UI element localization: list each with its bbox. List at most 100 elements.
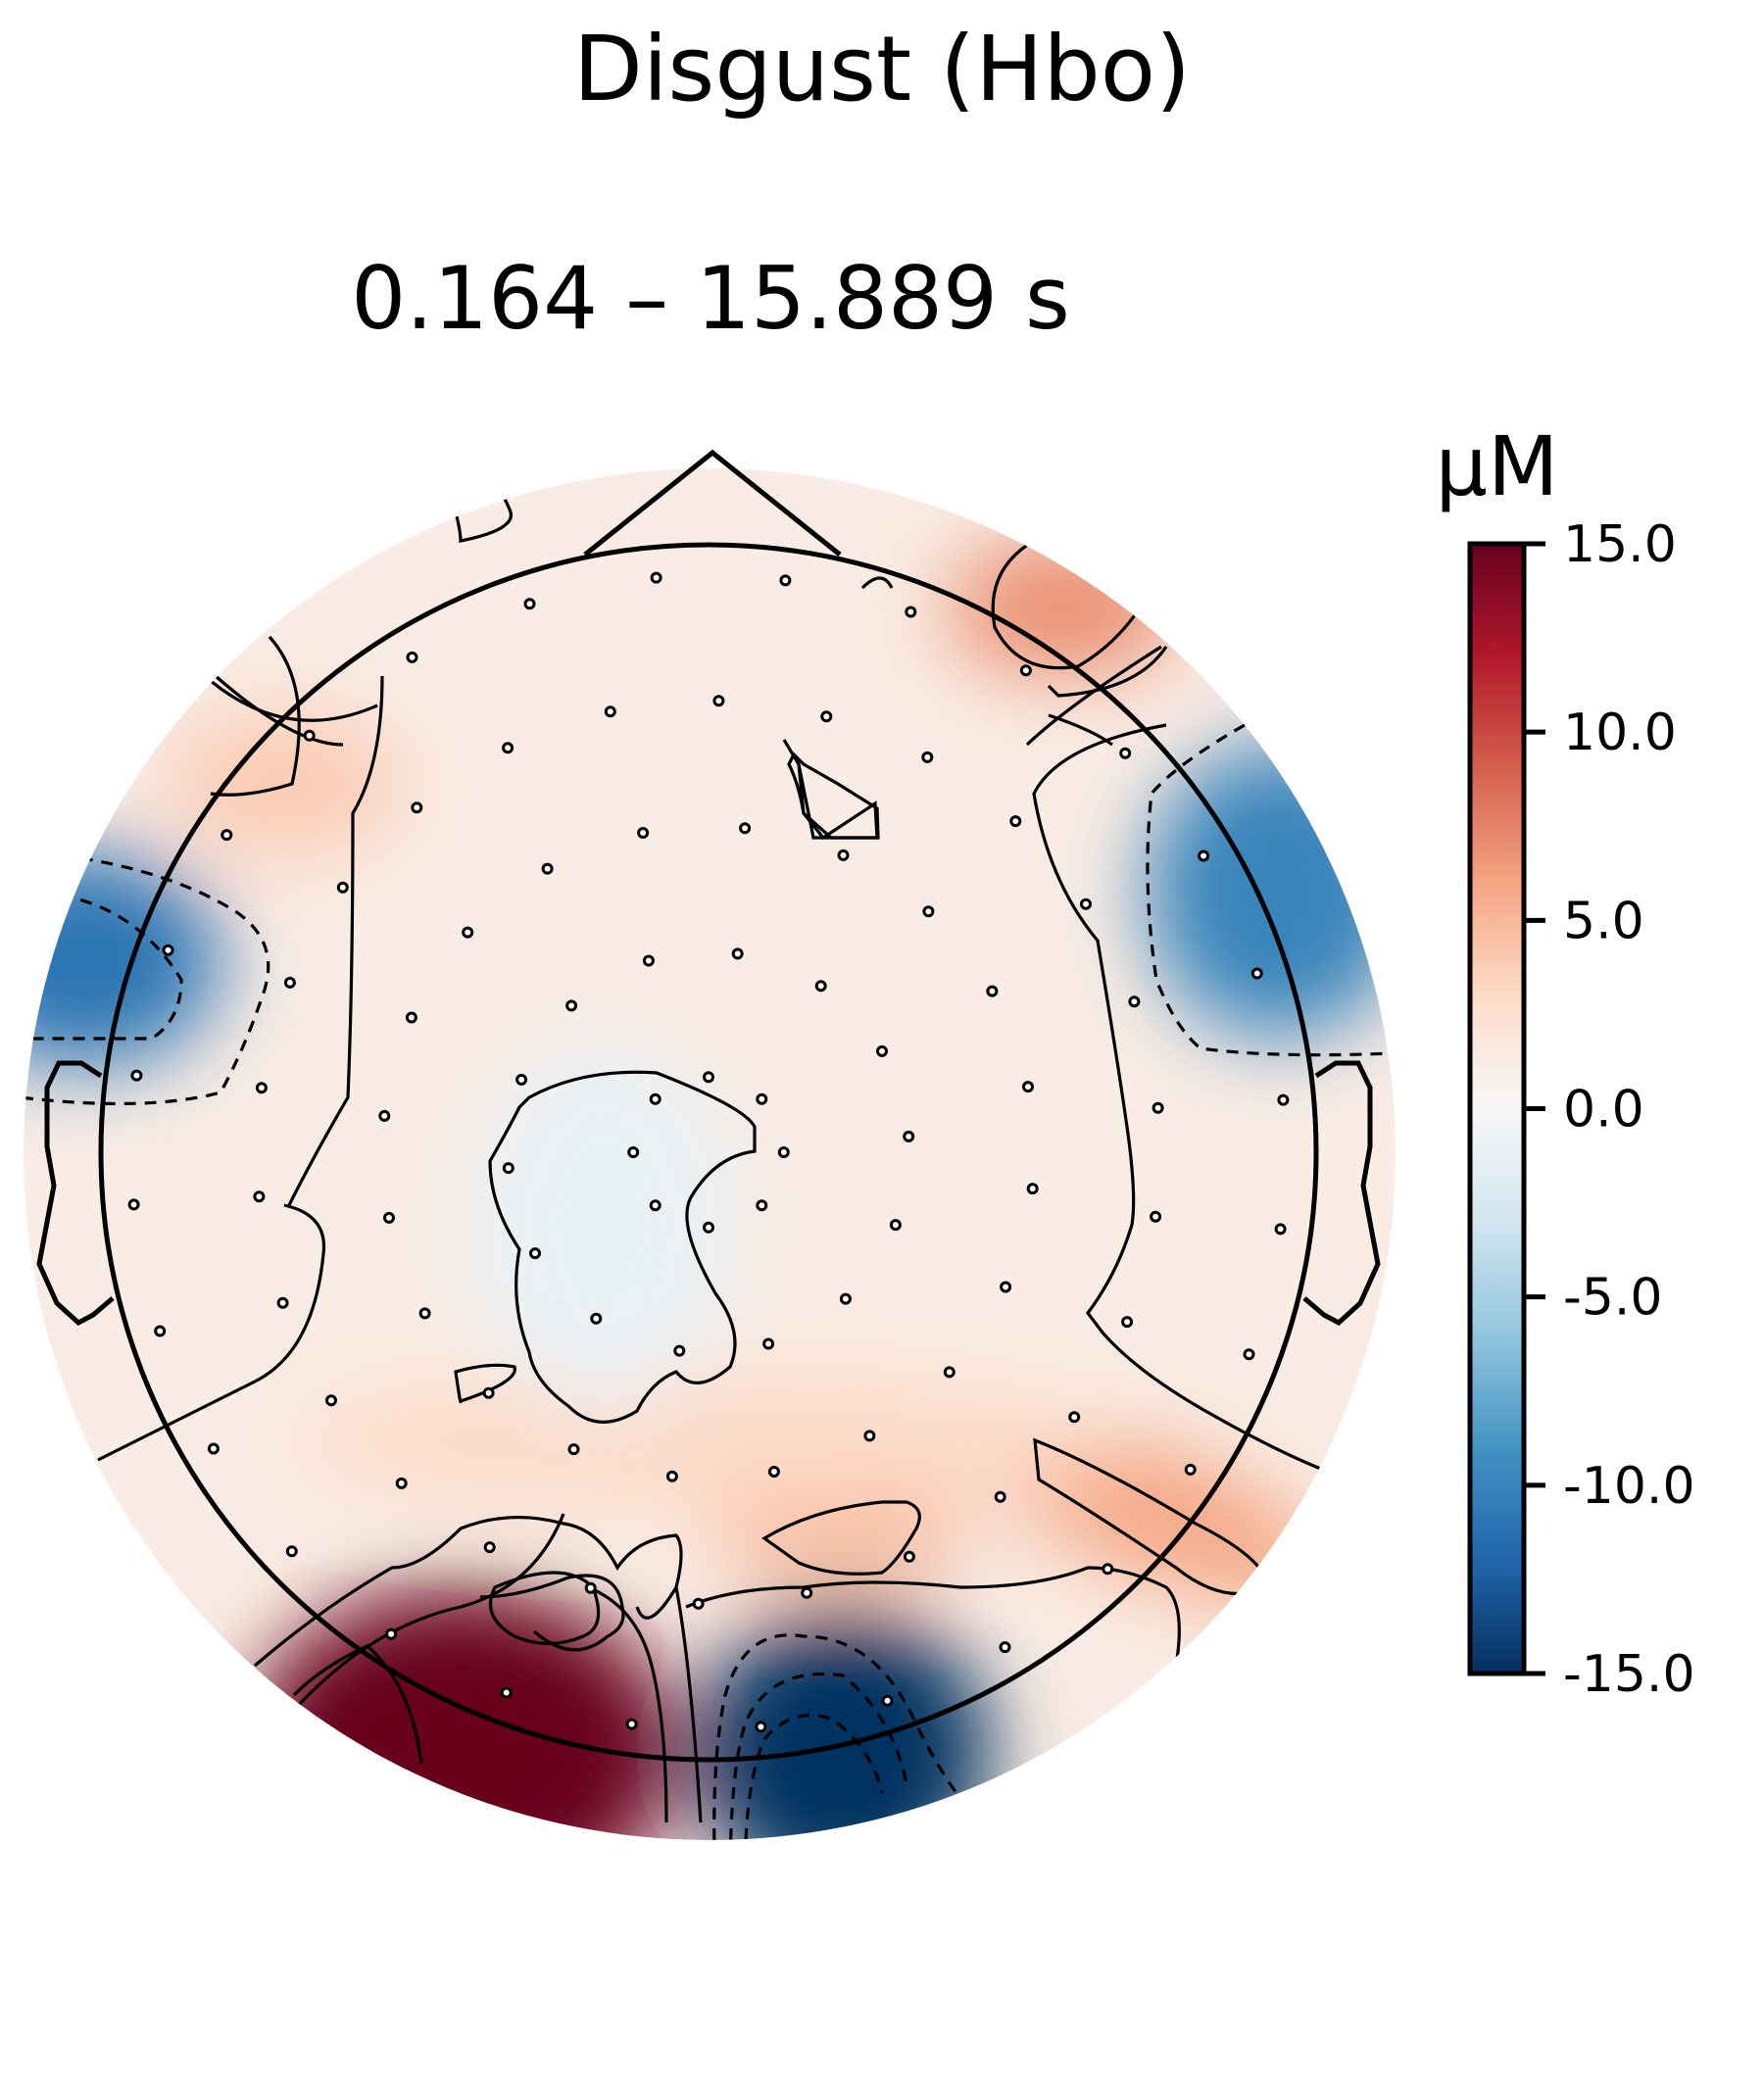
field-blob-right-occipital: [696, 1607, 990, 1840]
sensor-marker: [625, 1718, 638, 1730]
sensor-marker: [395, 1477, 408, 1489]
sensor-marker: [903, 1550, 915, 1563]
head-circle: [98, 542, 1319, 1763]
sensor-marker: [529, 1247, 541, 1260]
contour-solid-22: [1032, 723, 1324, 1472]
sensor-marker: [515, 1073, 528, 1086]
sensor-marker: [303, 729, 316, 742]
contour-solid-19: [287, 675, 384, 1206]
sensor-marker: [1000, 1281, 1012, 1293]
contour-solid-16: [674, 1586, 703, 1823]
scalp-field: [24, 468, 1396, 1840]
sensor-marker: [1080, 898, 1092, 910]
sensor-marker: [276, 1296, 289, 1309]
contour-solid-3: [991, 542, 1139, 670]
sensor-marker: [876, 1044, 888, 1057]
sensor-marker: [999, 1641, 1011, 1654]
sensor-marker: [253, 1190, 266, 1203]
contour-solid-11: [297, 1513, 565, 1707]
sensor-marker: [739, 822, 752, 835]
contour-solid-14: [292, 1644, 423, 1765]
sensor-marker: [482, 1386, 495, 1399]
colorbar-tick-label: 5.0: [1563, 892, 1644, 950]
sensor-marker: [1119, 747, 1132, 759]
sensor-marker: [383, 1211, 395, 1224]
contour-solid-20: [1047, 646, 1168, 698]
sensor-marker: [837, 849, 850, 861]
time-range-title: 0.164 – 15.889 s: [351, 248, 1070, 349]
field-blob-left-frontal: [167, 715, 402, 852]
sensor-marker: [483, 1541, 496, 1554]
sensor-marker: [642, 954, 655, 967]
contour-solid-21: [1025, 645, 1162, 747]
colorbar: [1467, 541, 1527, 1676]
contour-solid-12: [479, 1574, 625, 1652]
sensor-marker: [779, 574, 792, 587]
contour-dashed-1: [24, 890, 183, 1041]
sensor-marker: [154, 1325, 167, 1337]
sensor-marker: [731, 947, 744, 960]
sensor-marker: [283, 976, 296, 989]
sensor-marker: [1277, 1093, 1290, 1106]
sensor-marker: [567, 1443, 580, 1456]
sensor-marker: [378, 1109, 391, 1122]
sensor-marker: [692, 1597, 705, 1610]
sensor-marker: [604, 705, 616, 718]
sensor-marker: [1121, 1316, 1134, 1329]
sensor-marker: [649, 1199, 662, 1212]
figure-title: Disgust (Hbo): [573, 17, 1191, 121]
sensor-marker: [1243, 1348, 1255, 1361]
sensor-marker: [994, 1490, 1006, 1503]
sensor-marker: [1009, 815, 1022, 828]
sensor-marker: [502, 1162, 514, 1175]
sensor-marker: [889, 1219, 902, 1232]
colorbar-tick-label: -10.0: [1563, 1457, 1695, 1516]
contour-dashed-5: [743, 1713, 884, 1840]
contour-solid-23: [1048, 713, 1113, 747]
sensor-marker: [1128, 995, 1141, 1008]
sensor-marker: [220, 829, 233, 842]
head-outline: [36, 449, 1381, 1763]
contour-dashed-3: [712, 1633, 962, 1840]
sensor-marker: [1250, 967, 1263, 980]
sensor-marker: [336, 881, 349, 894]
sensor-marker: [921, 751, 934, 763]
sensor-marker: [590, 1312, 603, 1325]
sensor-marker: [922, 905, 935, 918]
contour-lines: [24, 472, 1393, 1840]
sensor-marker: [756, 1092, 768, 1105]
sensor-marker: [649, 1092, 662, 1105]
sensor-marker: [903, 1130, 915, 1142]
sensor-marker: [637, 827, 650, 839]
sensor-marker: [881, 1694, 894, 1707]
sensor-marker: [162, 944, 174, 956]
contour-dashed-0: [24, 849, 270, 1105]
sensor-marker: [905, 606, 917, 618]
contour-solid-9: [761, 1500, 921, 1576]
contour-solid-2: [782, 739, 879, 841]
field-blobs: [24, 539, 1396, 1840]
sensor-marker: [207, 1442, 220, 1455]
right-ear: [1302, 1060, 1381, 1327]
contour-solid-15: [587, 1585, 668, 1823]
sensor-marker: [127, 1198, 140, 1211]
sensor-marker: [650, 571, 662, 584]
contour-dashed-4: [728, 1673, 908, 1840]
contour-solid-17: [685, 1566, 1181, 1667]
sensor-marker: [762, 1337, 775, 1350]
sensor-marker: [1026, 1183, 1039, 1195]
colorbar-tick-label: 0.0: [1563, 1081, 1644, 1140]
sensor-marker: [777, 1146, 790, 1158]
contour-solid-13: [488, 1571, 601, 1646]
sensor-marker: [406, 651, 418, 663]
sensor-marker: [1068, 1411, 1081, 1424]
sensor-marker: [1198, 849, 1210, 862]
colorbar-tick-label: 15.0: [1563, 515, 1677, 574]
contour-solid-18: [97, 1203, 326, 1462]
contour-solid-1: [209, 679, 378, 722]
field-blob-occipital-center: [294, 1372, 1117, 1509]
sensor-marker: [500, 1686, 513, 1699]
colorbar-unit-label: µM: [1436, 418, 1559, 514]
sensor-marker: [839, 1292, 852, 1305]
